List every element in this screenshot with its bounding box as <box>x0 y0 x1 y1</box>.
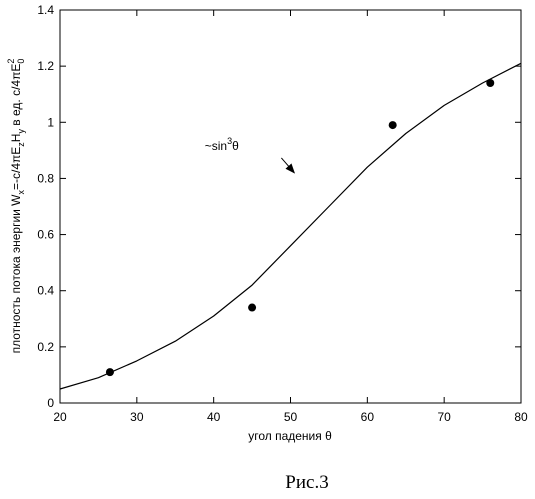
x-tick-label: 70 <box>437 410 451 424</box>
annotation-arrow <box>281 158 294 173</box>
x-axis-label: угол падения θ <box>248 429 332 443</box>
data-point <box>106 368 114 376</box>
annotation: ~sin3θ <box>205 136 295 173</box>
y-tick-label: 0.4 <box>37 284 54 298</box>
y-axis-ticks: 0 0.2 0.4 0.6 0.8 1 1.2 1.4 <box>37 3 521 410</box>
y-tick-label: 0.8 <box>37 171 54 185</box>
data-point <box>248 304 256 312</box>
x-tick-label: 60 <box>361 410 375 424</box>
curve-line <box>60 63 521 389</box>
y-label-sub-0: 0 <box>16 59 26 64</box>
annotation-tail: θ <box>232 139 239 153</box>
y-tick-label: 1 <box>47 115 54 129</box>
x-axis-ticks: 20 30 40 50 60 70 80 <box>53 10 528 424</box>
x-tick-label: 30 <box>130 410 144 424</box>
y-label-mid1: =-c/4πE <box>9 147 23 190</box>
y-label-mid2: H <box>9 134 23 143</box>
y-tick-label: 0.6 <box>37 228 54 242</box>
annotation-label: ~sin3θ <box>205 136 239 153</box>
x-tick-label: 20 <box>53 410 67 424</box>
annotation-text: ~sin <box>205 139 227 153</box>
y-tick-label: 1.4 <box>37 3 54 17</box>
y-label-pre: плотность потока энергии W <box>9 194 23 354</box>
plot-frame <box>60 10 521 403</box>
y-tick-label: 0 <box>47 396 54 410</box>
data-point <box>486 79 494 87</box>
series-layer <box>60 63 521 389</box>
y-tick-label: 0.2 <box>37 340 54 354</box>
data-point <box>389 121 397 129</box>
y-label-sup-2: 2 <box>6 59 16 64</box>
x-tick-label: 50 <box>284 410 298 424</box>
x-tick-label: 40 <box>207 410 221 424</box>
y-axis-label: плотность потока энергии Wx=-c/4πEzHy в … <box>6 59 26 354</box>
y-tick-label: 1.2 <box>37 59 54 73</box>
x-tick-label: 80 <box>514 410 528 424</box>
y-label-mid3: в ед. c/4πE <box>9 64 23 129</box>
figure-caption: Рис.3 <box>285 472 328 493</box>
